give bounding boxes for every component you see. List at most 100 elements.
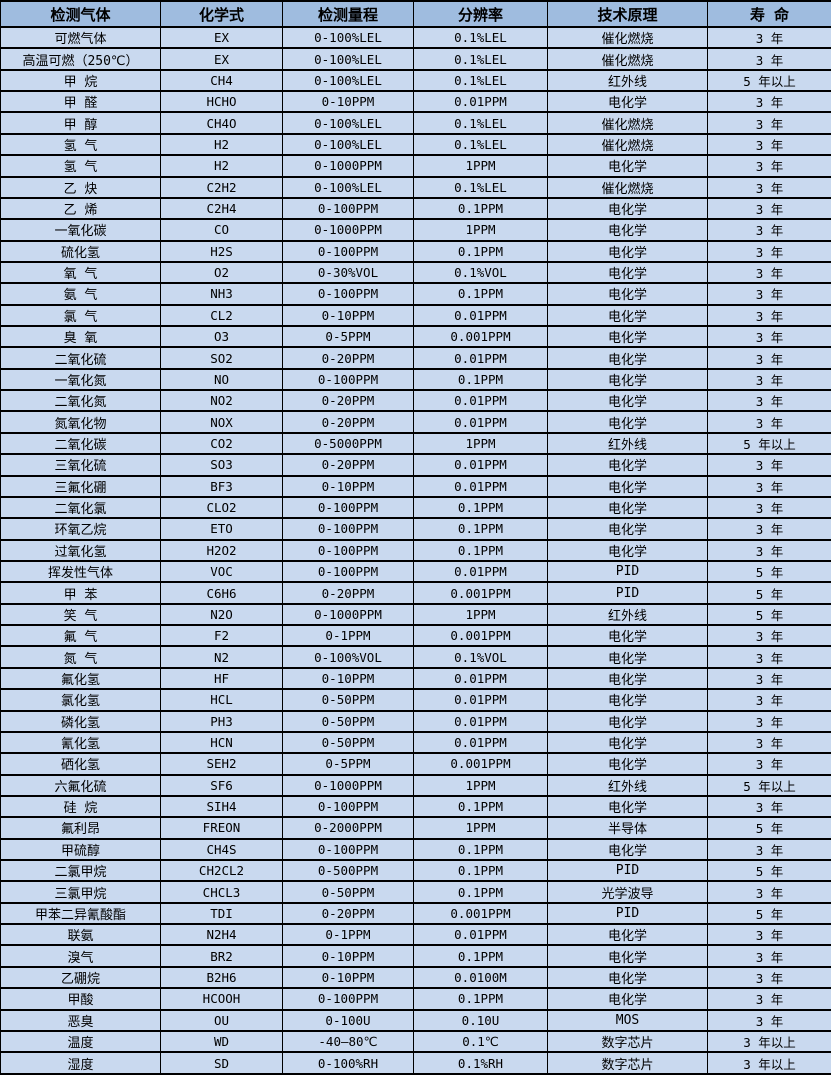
table-cell-gas: 氟化氢 [0,666,161,691]
table-cell-life: 3 年 [707,730,831,755]
table-cell-principle: 电化学 [547,453,708,477]
table-cell-life: 5 年 [707,816,831,840]
table-cell-life: 3 年 [707,495,831,520]
table-cell-gas: 温度 [0,1029,161,1054]
table-cell-principle: 电化学 [547,260,708,285]
table-row: 硅 烷 SIH4 0-100PPM 0.1PPM 电化学 3 年 [0,794,831,819]
table-cell-formula: H2 [160,154,283,178]
table-row: 甲 醛 HCHO 0-10PPM 0.01PPM 电化学 3 年 [0,90,831,114]
table-cell-range: 0-100PPM [282,367,414,392]
table-cell-principle: 电化学 [547,517,708,541]
table-cell-range: 0-20PPM [282,901,414,926]
table-cell-life: 3 年 [707,410,831,434]
table-cell-gas: 乙 炔 [0,175,161,199]
table-row: 氟利昂 FREON 0-2000PPM 1PPM 半导体 5 年 [0,816,831,840]
table-cell-resolution: 0.1%VOL [413,645,548,669]
table-cell-resolution: 1PPM [413,816,548,840]
table-cell-gas: 氯化氢 [0,688,161,712]
table-cell-life: 3 年 [707,325,831,349]
table-row: 高温可燃（250℃） EX 0-100%LEL 0.1%LEL 催化燃烧 3 年 [0,47,831,71]
table-row: 乙 烯 C2H4 0-100PPM 0.1PPM 电化学 3 年 [0,196,831,221]
table-cell-gas: 二氯甲烷 [0,858,161,883]
table-cell-life: 3 年 [707,389,831,413]
table-cell-resolution: 0.10U [413,1008,548,1032]
table-cell-gas: 溴气 [0,944,161,968]
table-row: 三氯甲烷 CHCL3 0-50PPM 0.1PPM 光学波导 3 年 [0,880,831,904]
table-cell-formula: BF3 [160,474,283,498]
table-cell-resolution: 0.001PPM [413,581,548,605]
table-row: 联氨 N2H4 0-1PPM 0.01PPM 电化学 3 年 [0,923,831,947]
table-cell-resolution: 0.1PPM [413,880,548,904]
table-row: 二氧化硫 SO2 0-20PPM 0.01PPM 电化学 3 年 [0,346,831,370]
table-cell-resolution: 1PPM [413,602,548,627]
table-header-row: 检测气体 化学式 检测量程 分辨率 技术原理 寿 命 [0,0,831,28]
table-cell-formula: H2S [160,239,283,263]
table-cell-formula: HF [160,666,283,691]
table-cell-life: 3 年 [707,624,831,648]
table-cell-formula: O3 [160,325,283,349]
table-cell-principle: 催化燃烧 [547,132,708,157]
table-cell-range: 0-100PPM [282,239,414,263]
table-cell-gas: 甲 苯 [0,581,161,605]
table-cell-resolution: 0.001PPM [413,901,548,926]
table-cell-principle: 电化学 [547,218,708,242]
table-cell-formula: CL2 [160,303,283,328]
table-cell-formula: SF6 [160,773,283,797]
table-row: 氯 气 CL2 0-10PPM 0.01PPM 电化学 3 年 [0,303,831,328]
table-cell-range: 0-5PPM [282,752,414,776]
table-cell-gas: 三氟化硼 [0,474,161,498]
table-cell-formula: F2 [160,624,283,648]
table-row: 氮 气 N2 0-100%VOL 0.1%VOL 电化学 3 年 [0,645,831,669]
column-header-formula: 化学式 [160,0,283,28]
table-cell-formula: CHCL3 [160,880,283,904]
table-row: 二氧化氮 NO2 0-20PPM 0.01PPM 电化学 3 年 [0,389,831,413]
table-cell-principle: 半导体 [547,816,708,840]
table-cell-principle: 电化学 [547,923,708,947]
table-cell-formula: NOX [160,410,283,434]
table-cell-range: 0-1000PPM [282,154,414,178]
table-cell-range: 0-100PPM [282,837,414,862]
table-cell-principle: 数字芯片 [547,1051,708,1075]
table-cell-range: 0-20PPM [282,581,414,605]
table-cell-life: 3 年 [707,987,831,1011]
table-cell-range: 0-20PPM [282,389,414,413]
table-cell-range: 0-10PPM [282,90,414,114]
table-cell-life: 3 年 [707,47,831,71]
table-cell-formula: NO [160,367,283,392]
table-row: 二氧化碳 CO2 0-5000PPM 1PPM 红外线 5 年以上 [0,431,831,456]
table-cell-gas: 硒化氢 [0,752,161,776]
table-cell-resolution: 0.1PPM [413,538,548,563]
table-row: 六氟化硫 SF6 0-1000PPM 1PPM 红外线 5 年以上 [0,773,831,797]
table-cell-formula: O2 [160,260,283,285]
table-cell-principle: 电化学 [547,837,708,862]
table-cell-formula: C6H6 [160,581,283,605]
table-cell-life: 5 年 [707,858,831,883]
table-cell-principle: 电化学 [547,239,708,263]
table-cell-gas: 二氧化氯 [0,495,161,520]
table-cell-range: 0-50PPM [282,880,414,904]
table-row: 甲苯二异氰酸酯 TDI 0-20PPM 0.001PPM PID 5 年 [0,901,831,926]
table-cell-life: 3 年以上 [707,1051,831,1075]
table-cell-gas: 氢 气 [0,132,161,157]
table-cell-gas: 高温可燃（250℃） [0,47,161,71]
table-cell-resolution: 0.01PPM [413,730,548,755]
table-cell-formula: SEH2 [160,752,283,776]
table-cell-gas: 甲苯二异氰酸酯 [0,901,161,926]
table-cell-gas: 氮 气 [0,645,161,669]
table-row: 乙 炔 C2H2 0-100%LEL 0.1%LEL 催化燃烧 3 年 [0,175,831,199]
table-cell-life: 3 年 [707,709,831,733]
table-cell-resolution: 1PPM [413,218,548,242]
table-cell-principle: 电化学 [547,154,708,178]
table-cell-range: 0-100%LEL [282,175,414,199]
table-cell-formula: CO2 [160,431,283,456]
table-cell-principle: 红外线 [547,602,708,627]
table-cell-gas: 一氧化氮 [0,367,161,392]
table-row: 氢 气 H2 0-1000PPM 1PPM 电化学 3 年 [0,154,831,178]
table-cell-life: 3 年 [707,196,831,221]
table-cell-formula: HCL [160,688,283,712]
table-cell-formula: WD [160,1029,283,1054]
table-cell-life: 5 年以上 [707,773,831,797]
table-cell-formula: HCN [160,730,283,755]
table-cell-resolution: 1PPM [413,773,548,797]
table-cell-resolution: 0.1PPM [413,987,548,1011]
